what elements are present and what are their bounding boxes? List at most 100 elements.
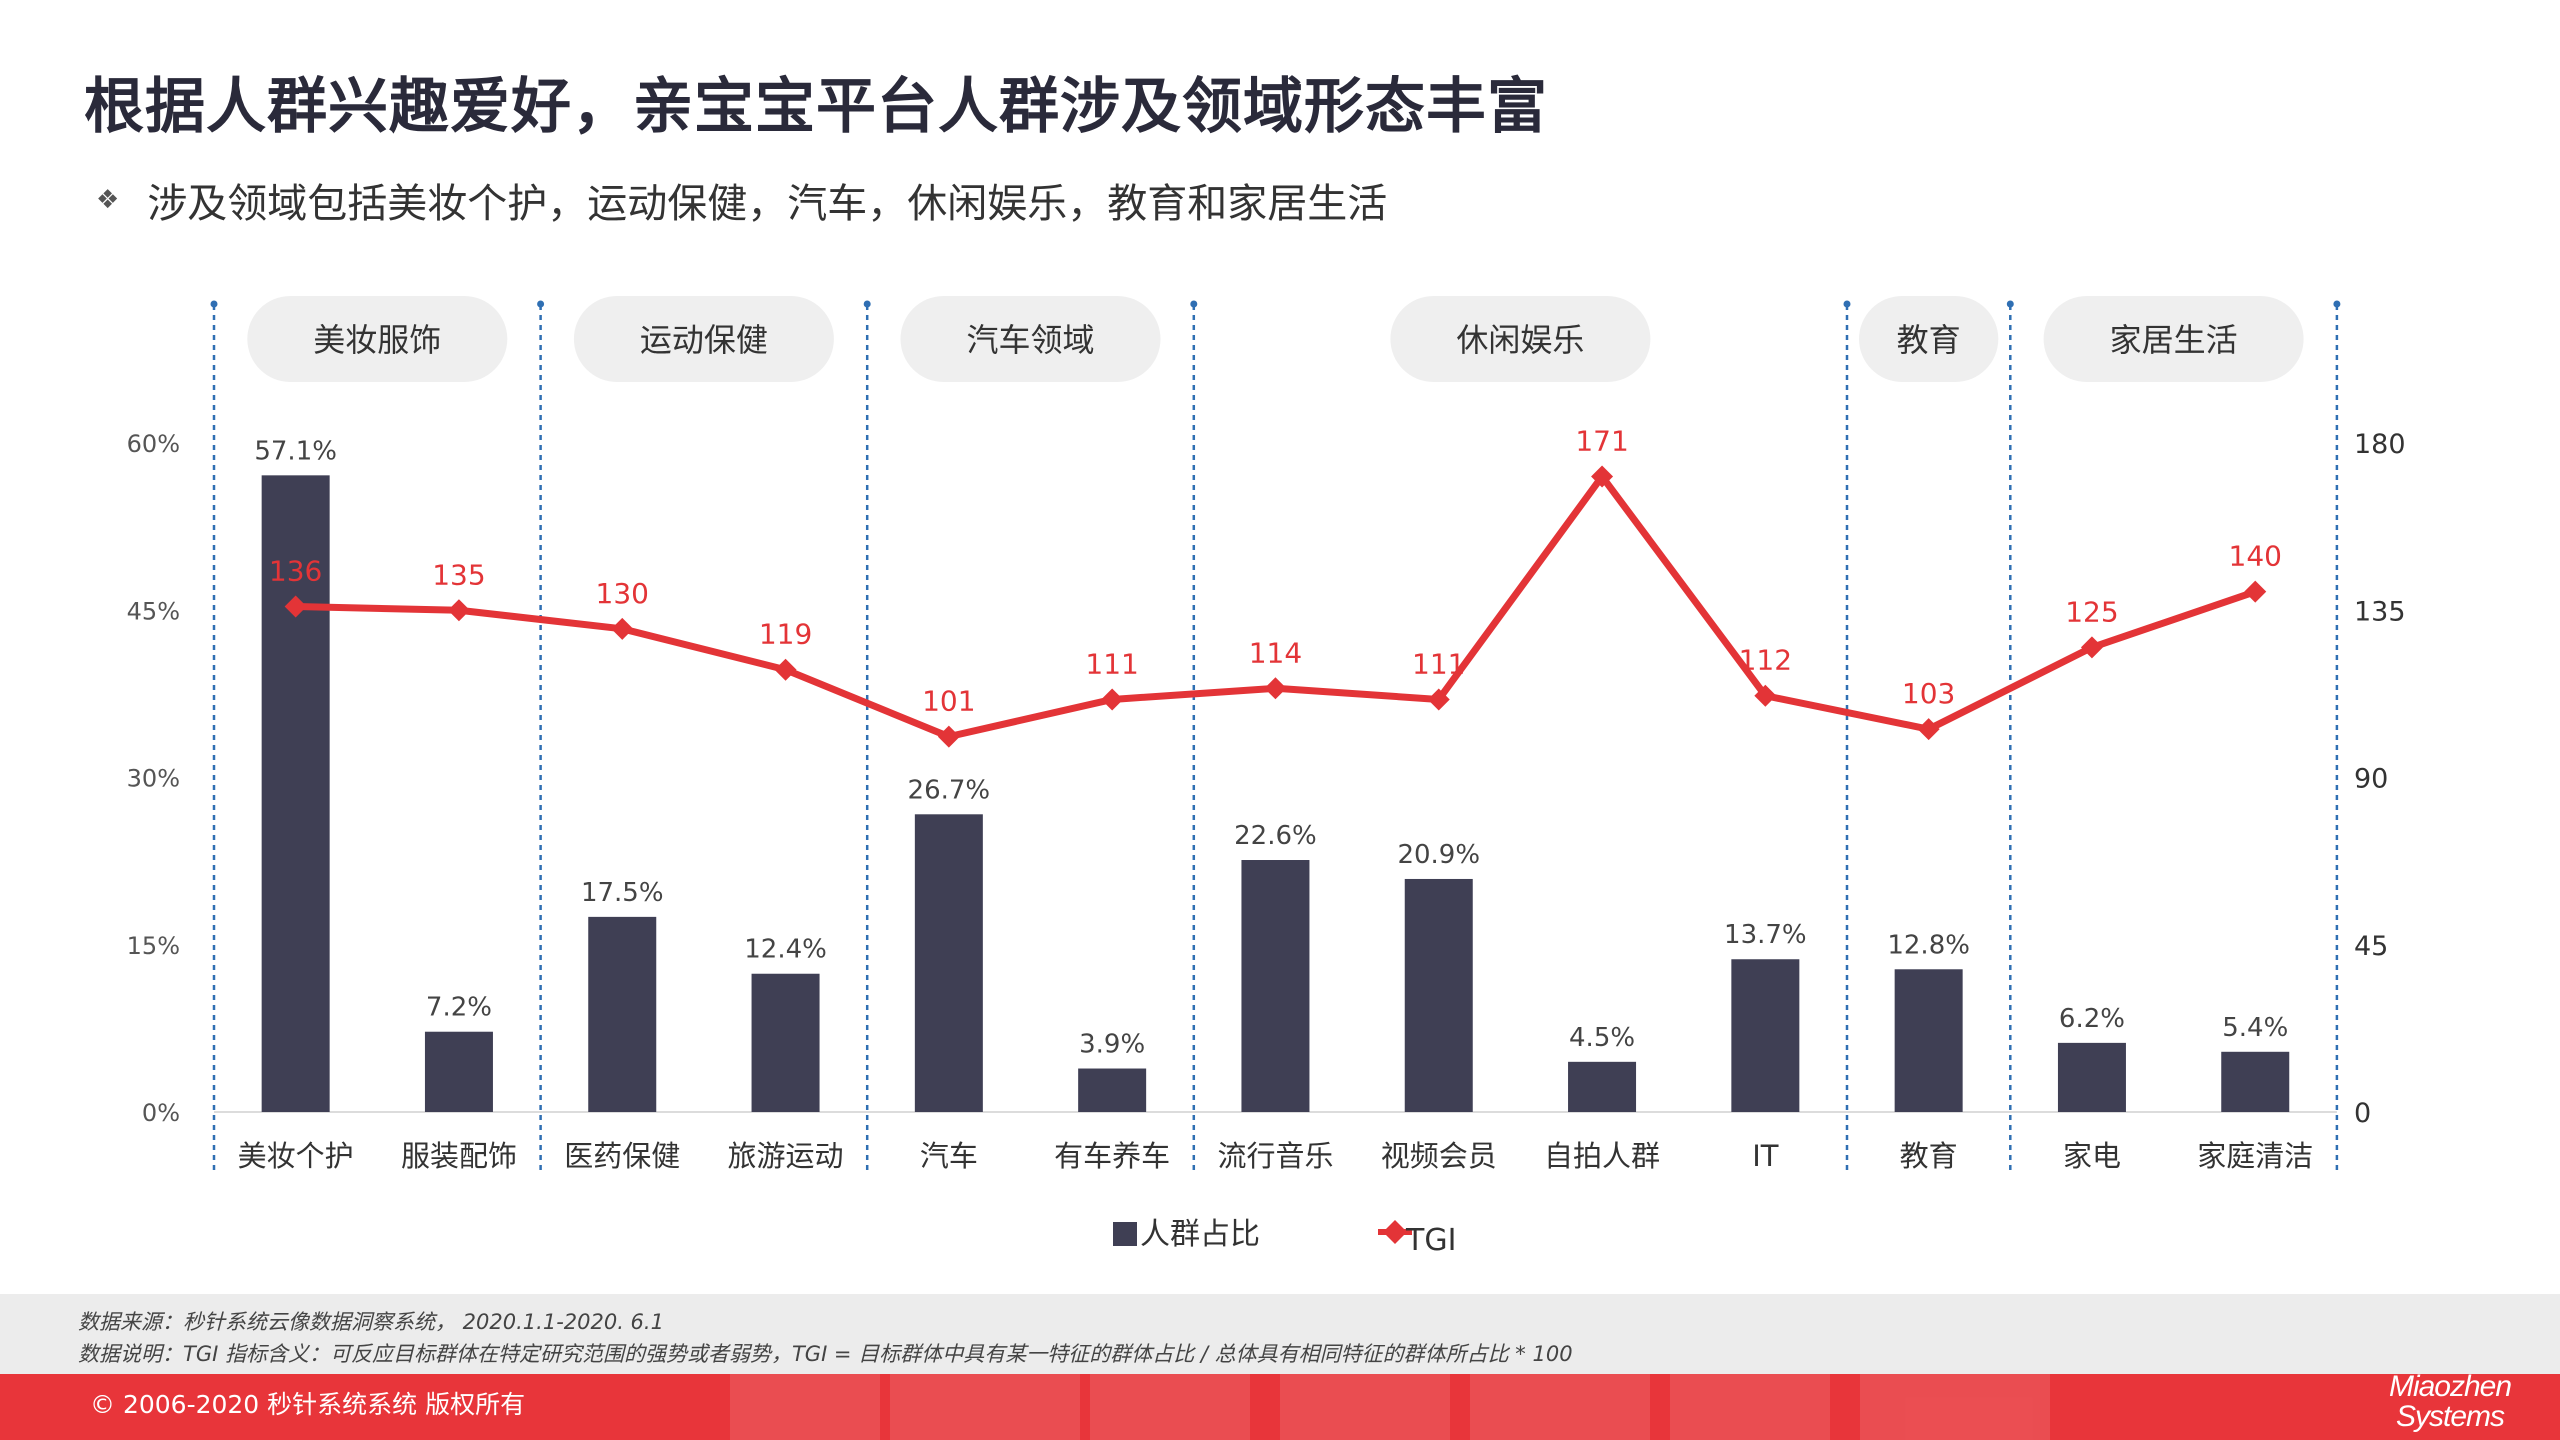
bar bbox=[1078, 1068, 1147, 1112]
bar bbox=[588, 916, 657, 1112]
tgi-point bbox=[1591, 465, 1614, 488]
category-label: 美妆个护 bbox=[238, 1139, 354, 1173]
category-label: 视频会员 bbox=[1381, 1139, 1497, 1173]
bar bbox=[1241, 860, 1310, 1112]
tgi-point bbox=[774, 658, 797, 681]
bar-value-label: 4.5% bbox=[1569, 1023, 1635, 1053]
legend-line-label: TGI bbox=[1405, 1223, 1456, 1258]
category-label: 有车养车 bbox=[1054, 1139, 1170, 1173]
copyright-text: © 2006-2020 秒针系统系统 版权所有 bbox=[90, 1390, 526, 1419]
group-label: 美妆服饰 bbox=[313, 321, 441, 359]
legend-bar-swatch bbox=[1113, 1222, 1137, 1246]
bar-value-label: 13.7% bbox=[1724, 920, 1807, 950]
data-source-note: 数据来源：秒针系统云像数据洞察系统， 2020.1.1-2020. 6.1 bbox=[78, 1310, 664, 1334]
category-label: 自拍人群 bbox=[1544, 1139, 1660, 1173]
left-axis-tick: 60% bbox=[127, 430, 180, 458]
bar bbox=[1894, 969, 1963, 1112]
tgi-value-label: 140 bbox=[2229, 540, 2282, 573]
logo-line-1: Miaozhen bbox=[2388, 1370, 2512, 1403]
bar-value-label: 3.9% bbox=[1079, 1030, 1145, 1060]
bar-value-label: 12.4% bbox=[744, 935, 827, 965]
group-pill bbox=[1859, 296, 1999, 382]
diamond-bullet-icon: ❖ bbox=[96, 185, 120, 215]
left-axis-tick: 30% bbox=[127, 765, 180, 793]
tgi-value-label: 125 bbox=[2065, 595, 2118, 628]
category-label: 旅游运动 bbox=[728, 1139, 844, 1173]
tgi-value-label: 135 bbox=[432, 558, 485, 591]
tgi-value-label: 101 bbox=[922, 685, 975, 718]
category-label: 家庭清洁 bbox=[2197, 1139, 2313, 1173]
bar bbox=[1404, 878, 1473, 1112]
bar bbox=[751, 973, 820, 1112]
footer-notes: 数据来源：秒针系统云像数据洞察系统， 2020.1.1-2020. 6.1 数据… bbox=[0, 1294, 2560, 1374]
miaozhen-logo: Miaozhen Systems bbox=[2380, 1364, 2520, 1440]
right-axis-tick: 45 bbox=[2354, 931, 2388, 962]
right-axis-tick: 180 bbox=[2354, 429, 2406, 460]
page-title: 根据人群兴趣爱好，亲宝宝平台人群涉及领域形态丰富 bbox=[84, 72, 1548, 142]
bar bbox=[261, 475, 330, 1113]
right-axis-tick: 90 bbox=[2354, 764, 2388, 795]
legend-line-marker bbox=[1383, 1220, 1407, 1244]
bar-value-label: 20.9% bbox=[1397, 840, 1480, 870]
group-pill bbox=[1390, 296, 1651, 382]
tgi-value-label: 111 bbox=[1412, 647, 1465, 680]
tgi-value-label: 119 bbox=[759, 618, 812, 651]
bar-value-label: 17.5% bbox=[581, 878, 664, 908]
divider-dot bbox=[1843, 300, 1851, 308]
divider-dot bbox=[2006, 300, 2014, 308]
group-pill bbox=[247, 296, 508, 382]
bar bbox=[1568, 1061, 1637, 1112]
divider-dot bbox=[2333, 300, 2341, 308]
bar bbox=[2221, 1051, 2290, 1112]
left-axis-tick: 45% bbox=[127, 597, 180, 625]
footer-bar bbox=[0, 1374, 2560, 1440]
bar bbox=[424, 1031, 493, 1112]
tgi-point bbox=[2080, 636, 2103, 659]
bar-value-label: 5.4% bbox=[2222, 1013, 2288, 1043]
tgi-value-label: 103 bbox=[1902, 677, 1955, 710]
tgi-value-label: 111 bbox=[1085, 647, 1138, 680]
category-label: 医药保健 bbox=[564, 1139, 680, 1173]
divider-dot bbox=[1190, 300, 1198, 308]
tgi-value-label: 136 bbox=[269, 555, 322, 588]
bullet-row: ❖ 涉及领域包括美妆个护，运动保健，汽车，休闲娱乐，教育和家居生活 bbox=[96, 170, 1387, 230]
category-label: 流行音乐 bbox=[1217, 1139, 1333, 1173]
interest-domain-chart: 美妆服饰 运动保健 汽车领域 休闲娱乐 教育 家居生活0%15%30%45%60%0459… bbox=[127, 296, 2406, 1258]
group-label: 教育 bbox=[1897, 321, 1961, 359]
tgi-point bbox=[1264, 677, 1287, 700]
bar-value-label: 22.6% bbox=[1234, 821, 1317, 851]
group-label: 家居生活 bbox=[2110, 321, 2238, 359]
divider-dot bbox=[863, 300, 871, 308]
right-axis-tick: 135 bbox=[2354, 596, 2406, 627]
tgi-value-label: 130 bbox=[596, 577, 649, 610]
category-label: 教育 bbox=[1900, 1139, 1958, 1173]
tgi-point bbox=[1917, 718, 1940, 741]
data-explanation-note: 数据说明：TGI 指标含义：可反应目标群体在特定研究范围的强势或者弱势，TGI … bbox=[78, 1342, 1573, 1366]
tgi-point bbox=[2244, 580, 2267, 603]
tgi-point bbox=[1754, 684, 1777, 707]
category-label: 汽车 bbox=[920, 1139, 978, 1173]
bar-value-label: 6.2% bbox=[2059, 1004, 2125, 1034]
tgi-value-label: 112 bbox=[1739, 644, 1792, 677]
tgi-point bbox=[937, 725, 960, 748]
tgi-value-label: 171 bbox=[1575, 424, 1628, 457]
left-axis-tick: 0% bbox=[142, 1099, 180, 1127]
bar-value-label: 26.7% bbox=[908, 775, 991, 805]
divider-dot bbox=[537, 300, 545, 308]
bar bbox=[2057, 1042, 2126, 1112]
legend-bar-label: 人群占比 bbox=[1140, 1217, 1260, 1252]
tgi-point bbox=[447, 599, 470, 622]
group-pill bbox=[900, 296, 1161, 382]
bar bbox=[914, 814, 983, 1112]
category-label: IT bbox=[1752, 1139, 1779, 1173]
group-label: 汽车领域 bbox=[966, 321, 1094, 359]
tgi-value-label: 114 bbox=[1249, 636, 1302, 669]
bar-value-label: 57.1% bbox=[254, 436, 337, 466]
bullet-text: 涉及领域包括美妆个护，运动保健，汽车，休闲娱乐，教育和家居生活 bbox=[147, 181, 1388, 227]
divider-dot bbox=[210, 300, 218, 308]
group-label: 运动保健 bbox=[640, 321, 768, 359]
bar bbox=[1731, 959, 1800, 1112]
group-label: 休闲娱乐 bbox=[1456, 321, 1584, 359]
bar-value-label: 7.2% bbox=[426, 993, 492, 1023]
tgi-point bbox=[284, 595, 307, 618]
